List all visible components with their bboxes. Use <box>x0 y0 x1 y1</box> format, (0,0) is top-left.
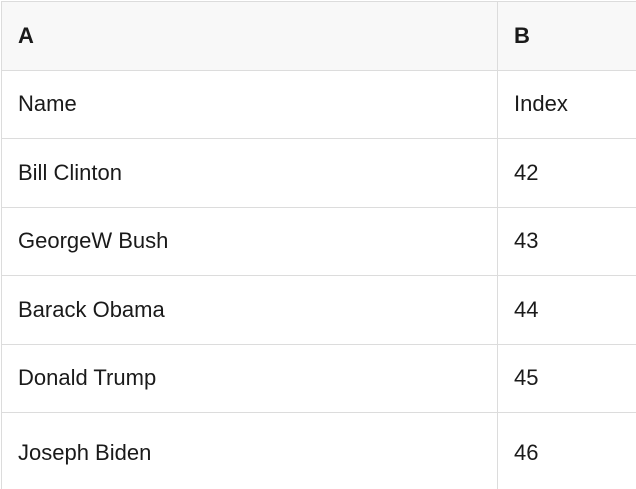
cell-a1[interactable]: Name <box>1 69 498 139</box>
cell-b2[interactable]: 42 <box>497 138 636 208</box>
table-row: Donald Trump 45 <box>1 343 636 413</box>
table-row: Barack Obama 44 <box>1 275 636 345</box>
cell-b5[interactable]: 45 <box>497 343 636 413</box>
cell-b4[interactable]: 44 <box>497 275 636 345</box>
cell-a5[interactable]: Donald Trump <box>1 343 498 413</box>
table-row: GeorgeW Bush 43 <box>1 206 636 276</box>
table-row: Bill Clinton 42 <box>1 138 636 208</box>
cell-b3[interactable]: 43 <box>497 206 636 276</box>
column-header-b[interactable]: B <box>497 1 636 71</box>
table-row: Joseph Biden 46 <box>1 412 636 489</box>
table-row: Name Index <box>1 69 636 139</box>
cell-b1[interactable]: Index <box>497 69 636 139</box>
cell-b6[interactable]: 46 <box>497 412 636 489</box>
column-header-row: A B <box>1 1 636 71</box>
cell-a2[interactable]: Bill Clinton <box>1 138 498 208</box>
column-header-a[interactable]: A <box>1 1 498 71</box>
cell-a6[interactable]: Joseph Biden <box>1 412 498 489</box>
cell-a3[interactable]: GeorgeW Bush <box>1 206 498 276</box>
cell-a4[interactable]: Barack Obama <box>1 275 498 345</box>
